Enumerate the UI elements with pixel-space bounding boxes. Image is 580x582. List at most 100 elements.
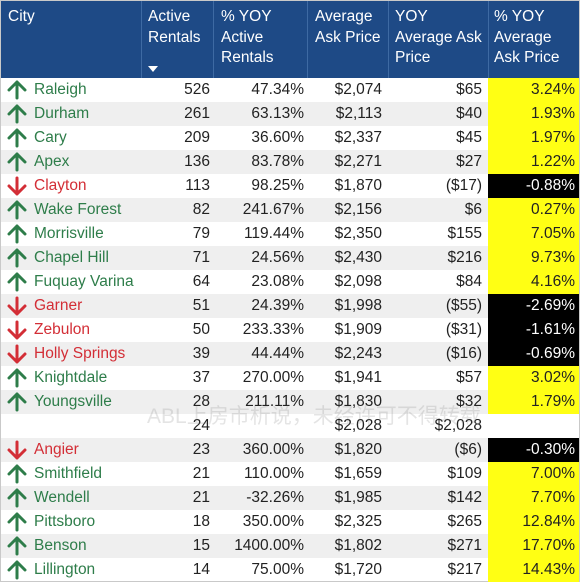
sort-descending-icon[interactable]: [148, 66, 158, 72]
pct-yoy-avg-ask-cell: -1.61%: [488, 318, 579, 342]
arrow-down-icon: [7, 176, 27, 196]
pct-yoy-active-cell: 47.34%: [251, 81, 304, 98]
header-avg-ask-price[interactable]: Average Ask Price: [315, 8, 381, 46]
table-row[interactable]: Zebulon 50 233.33% $1,909 ($31) -1.61%: [1, 318, 579, 342]
yoy-avg-ask-cell: $40: [456, 105, 482, 122]
table-row[interactable]: Smithfield 21 110.00% $1,659 $109 7.00%: [1, 462, 579, 486]
city-cell: Wake Forest: [34, 201, 122, 218]
city-cell: Durham: [34, 105, 90, 122]
city-cell: Chapel Hill: [34, 249, 109, 266]
avg-ask-price-cell: $1,985: [334, 489, 382, 506]
arrow-up-icon: [7, 392, 27, 412]
avg-ask-price-cell: $2,113: [335, 105, 382, 122]
avg-ask-price-cell: $1,659: [334, 465, 382, 482]
pct-yoy-avg-ask-cell: 1.93%: [488, 102, 579, 126]
table-row[interactable]: Wake Forest 82 241.67% $2,156 $6 0.27%: [1, 198, 579, 222]
avg-ask-price-cell: $1,909: [334, 321, 382, 338]
arrow-up-icon: [7, 80, 27, 100]
arrow-down-icon: [7, 296, 27, 316]
city-cell: Smithfield: [34, 465, 103, 482]
pct-yoy-avg-ask-cell: 4.16%: [488, 270, 579, 294]
avg-ask-price-cell: $2,350: [334, 225, 382, 242]
avg-ask-price-cell: $1,820: [334, 441, 382, 458]
table-row[interactable]: Raleigh 526 47.34% $2,074 $65 3.24%: [1, 78, 579, 102]
active-rentals-cell: 14: [192, 561, 210, 578]
table-row[interactable]: Knightdale 37 270.00% $1,941 $57 3.02%: [1, 366, 579, 390]
active-rentals-cell: 39: [192, 345, 210, 362]
active-rentals-cell: 21: [192, 489, 210, 506]
table-row[interactable]: Youngsville 28 211.11% $1,830 $32 1.79%: [1, 390, 579, 414]
pct-yoy-avg-ask-cell: 0.27%: [488, 198, 579, 222]
city-cell: Raleigh: [34, 81, 87, 98]
yoy-avg-ask-cell: ($16): [445, 345, 482, 362]
city-cell: Morrisville: [34, 225, 104, 242]
table-row[interactable]: Wendell 21 -32.26% $1,985 $142 7.70%: [1, 486, 579, 510]
yoy-avg-ask-cell: $84: [456, 273, 482, 290]
arrow-up-icon: [7, 128, 27, 148]
pct-yoy-active-cell: 119.44%: [243, 225, 304, 242]
arrow-up-icon: [7, 248, 27, 268]
pct-yoy-avg-ask-cell: 17.70%: [488, 534, 579, 558]
active-rentals-cell: 23: [192, 441, 210, 458]
pct-yoy-avg-ask-cell: 3.02%: [488, 366, 579, 390]
arrow-up-icon: [7, 464, 27, 484]
header-city[interactable]: City: [8, 8, 35, 25]
table-row[interactable]: Benson 15 1400.00% $1,802 $271 17.70%: [1, 534, 579, 558]
avg-ask-price-cell: $2,430: [334, 249, 382, 266]
yoy-avg-ask-cell: $216: [447, 249, 482, 266]
active-rentals-cell: 82: [192, 201, 210, 218]
arrow-down-icon: [7, 344, 27, 364]
avg-ask-price-cell: $2,271: [334, 153, 382, 170]
table-row[interactable]: Garner 51 24.39% $1,998 ($55) -2.69%: [1, 294, 579, 318]
column-divider: [488, 1, 489, 78]
table-header: City Active Rentals % YOY Active Rentals…: [1, 1, 579, 78]
header-pct-yoy-active[interactable]: % YOY Active Rentals: [221, 8, 274, 66]
city-cell: Knightdale: [34, 369, 108, 386]
pct-yoy-active-cell: 1400.00%: [234, 537, 304, 554]
avg-ask-price-cell: $1,802: [334, 537, 382, 554]
pct-yoy-active-cell: 241.67%: [242, 201, 304, 218]
table-row[interactable]: Chapel Hill 71 24.56% $2,430 $216 9.73%: [1, 246, 579, 270]
header-active-rentals[interactable]: Active Rentals: [148, 8, 201, 46]
city-cell: Fuquay Varina: [34, 273, 134, 290]
city-cell: Wendell: [34, 489, 90, 506]
pct-yoy-avg-ask-cell: 9.73%: [488, 246, 579, 270]
table-row[interactable]: Durham 261 63.13% $2,113 $40 1.93%: [1, 102, 579, 126]
pct-yoy-active-cell: -32.26%: [246, 489, 304, 506]
active-rentals-cell: 51: [192, 297, 210, 314]
table-row[interactable]: Cary 209 36.60% $2,337 $45 1.97%: [1, 126, 579, 150]
pct-yoy-avg-ask-cell: 1.97%: [488, 126, 579, 150]
table-row[interactable]: Fuquay Varina 64 23.08% $2,098 $84 4.16%: [1, 270, 579, 294]
header-yoy-avg-ask[interactable]: YOY Average Ask Price: [395, 8, 482, 66]
pct-yoy-avg-ask-cell: -2.69%: [488, 294, 579, 318]
arrow-up-icon: [7, 560, 27, 580]
table-row[interactable]: Apex 136 83.78% $2,271 $27 1.22%: [1, 150, 579, 174]
yoy-avg-ask-cell: $45: [456, 129, 482, 146]
table-row[interactable]: Morrisville 79 119.44% $2,350 $155 7.05%: [1, 222, 579, 246]
city-cell: Lillington: [34, 561, 96, 578]
table-row[interactable]: 24 $2,028 $2,028: [1, 414, 579, 438]
table-row[interactable]: Clayton 113 98.25% $1,870 ($17) -0.88%: [1, 174, 579, 198]
header-pct-yoy-avg-ask[interactable]: % YOY Average Ask Price: [494, 8, 560, 66]
avg-ask-price-cell: $1,830: [334, 393, 382, 410]
pct-yoy-active-cell: 75.00%: [251, 561, 304, 578]
arrow-up-icon: [7, 200, 27, 220]
active-rentals-cell: 79: [192, 225, 210, 242]
column-divider: [141, 1, 142, 78]
active-rentals-cell: 113: [185, 177, 210, 194]
avg-ask-price-cell: $2,074: [334, 81, 382, 98]
arrow-up-icon: [7, 104, 27, 124]
active-rentals-cell: 50: [192, 321, 210, 338]
pct-yoy-active-cell: 83.78%: [251, 153, 304, 170]
table-row[interactable]: Lillington 14 75.00% $1,720 $217 14.43%: [1, 558, 579, 582]
table-row[interactable]: Angier 23 360.00% $1,820 ($6) -0.30%: [1, 438, 579, 462]
yoy-avg-ask-cell: $2,028: [434, 417, 482, 434]
table-row[interactable]: Pittsboro 18 350.00% $2,325 $265 12.84%: [1, 510, 579, 534]
pct-yoy-active-cell: 98.25%: [251, 177, 304, 194]
active-rentals-cell: 526: [184, 81, 210, 98]
table-row[interactable]: Holly Springs 39 44.44% $2,243 ($16) -0.69%: [1, 342, 579, 366]
avg-ask-price-cell: $2,337: [334, 129, 382, 146]
active-rentals-cell: 24: [192, 417, 210, 434]
pct-yoy-avg-ask-cell: 14.43%: [488, 558, 579, 582]
pct-yoy-active-cell: 24.56%: [251, 249, 304, 266]
